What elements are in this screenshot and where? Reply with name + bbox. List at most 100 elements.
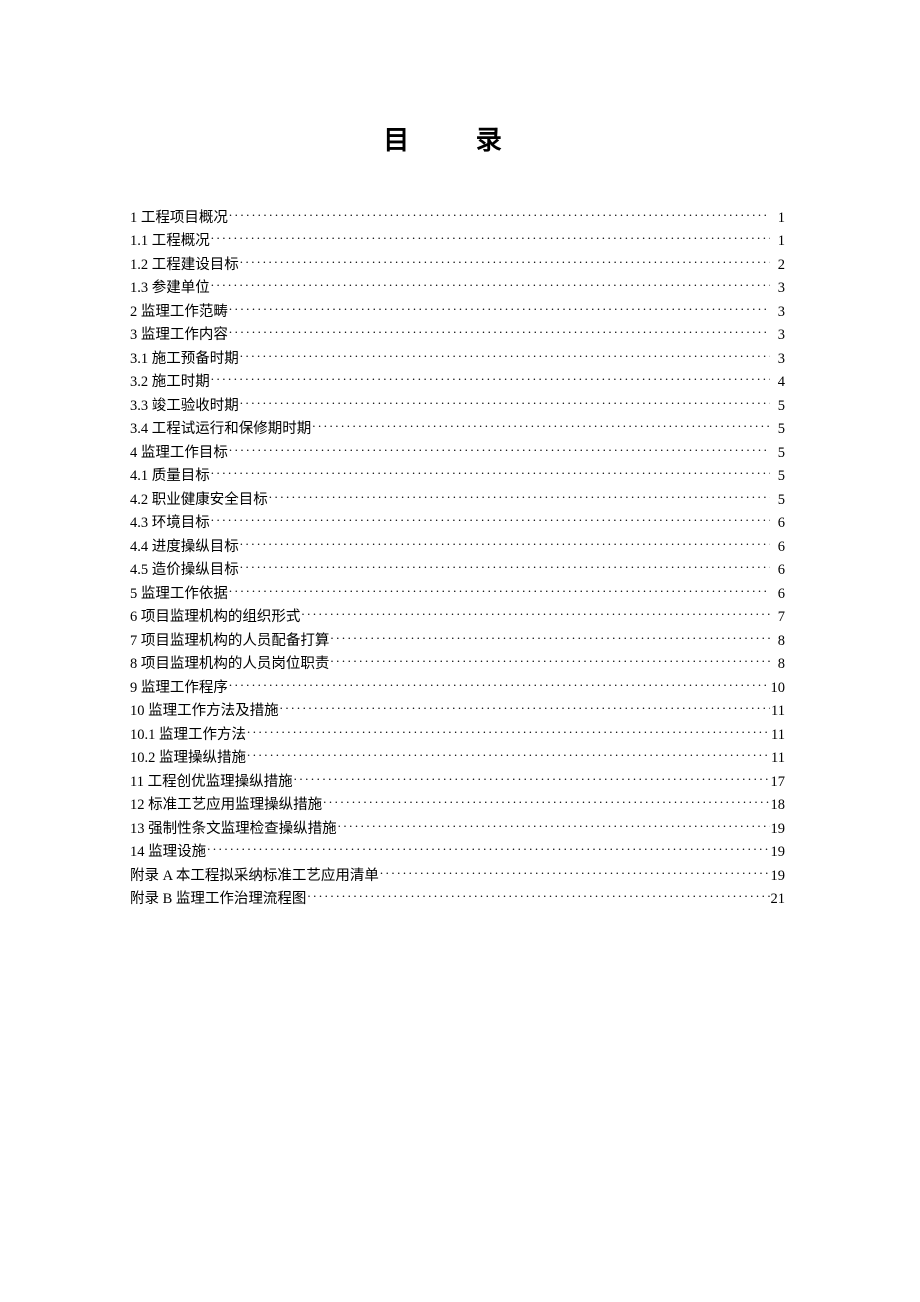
toc-entry-label: 6 项目监理机构的组织形式 — [130, 606, 300, 629]
toc-entry-page: 5 — [771, 465, 785, 488]
toc-leader-dots — [312, 419, 770, 434]
toc-entry-label: 1 工程项目概况 — [130, 207, 228, 230]
toc-entry-page: 8 — [771, 653, 785, 676]
toc-leader-dots — [280, 701, 770, 716]
toc-leader-dots — [211, 513, 770, 528]
toc-entry: 3.2 施工时期 4 — [130, 371, 785, 394]
toc-entry-label: 附录 A 本工程拟采纳标准工艺应用清单 — [130, 865, 379, 888]
toc-entry: 10.2 监理操纵措施 11 — [130, 747, 785, 770]
toc-entry-page: 19 — [771, 818, 786, 841]
toc-entry-label: 7 项目监理机构的人员配备打算 — [130, 630, 329, 653]
toc-entry-page: 6 — [771, 559, 785, 582]
toc-entry: 10 监理工作方法及措施 11 — [130, 700, 785, 723]
toc-entry: 14 监理设施19 — [130, 841, 785, 864]
toc-leader-dots — [229, 583, 770, 598]
toc-entry-label: 附录 B 监理工作治理流程图 — [130, 888, 306, 911]
toc-entry-label: 14 监理设施 — [130, 841, 206, 864]
toc-entry-label: 13 强制性条文监理检查操纵措施 — [130, 818, 337, 841]
toc-entry-label: 9 监理工作程序 — [130, 677, 228, 700]
toc-entry-page: 5 — [771, 418, 785, 441]
toc-leader-dots — [323, 795, 769, 810]
toc-leader-dots — [211, 372, 770, 387]
toc-entry: 5 监理工作依据6 — [130, 583, 785, 606]
toc-entry: 4.4 进度操纵目标6 — [130, 536, 785, 559]
toc-leader-dots — [247, 748, 770, 763]
toc-entry: 7 项目监理机构的人员配备打算 8 — [130, 630, 785, 653]
toc-entry-label: 11 工程创优监理操纵措施 — [130, 771, 293, 794]
toc-entry: 3.3 竣工验收时期5 — [130, 395, 785, 418]
toc-entry-page: 11 — [771, 747, 785, 770]
toc-leader-dots — [294, 771, 770, 786]
toc-entry-page: 4 — [771, 371, 785, 394]
toc-entry-page: 7 — [771, 606, 785, 629]
toc-entry-page: 10 — [771, 677, 786, 700]
document-title: 目 录 — [130, 120, 785, 157]
toc-leader-dots — [247, 724, 770, 739]
toc-entry-page: 8 — [771, 630, 785, 653]
toc-leader-dots — [207, 842, 769, 857]
toc-entry-label: 10.2 监理操纵措施 — [130, 747, 246, 770]
toc-leader-dots — [240, 348, 770, 363]
toc-entry-label: 3.2 施工时期 — [130, 371, 210, 394]
toc-leader-dots — [330, 630, 770, 645]
toc-leader-dots — [229, 442, 770, 457]
toc-entry-page: 3 — [771, 301, 785, 324]
toc-entry-page: 1 — [771, 230, 785, 253]
toc-entry-page: 3 — [771, 348, 785, 371]
toc-entry-page: 3 — [771, 324, 785, 347]
toc-entry: 12 标准工艺应用监理操纵措施 18 — [130, 794, 785, 817]
page-content: 目 录 1 工程项目概况11.1 工程概况11.2 工程建设目标21.3 参建单… — [0, 0, 920, 912]
toc-entry-page: 19 — [771, 865, 786, 888]
toc-entry: 3.4 工程试运行和保修期时期 5 — [130, 418, 785, 441]
toc-entry-label: 8 项目监理机构的人员岗位职责 — [130, 653, 329, 676]
toc-entry-page: 6 — [771, 512, 785, 535]
toc-leader-dots — [211, 278, 770, 293]
toc-entry-label: 4.1 质量目标 — [130, 465, 210, 488]
toc-leader-dots — [229, 208, 770, 223]
toc-entry-label: 3.1 施工预备时期 — [130, 348, 239, 371]
toc-entry-page: 21 — [771, 888, 786, 911]
toc-leader-dots — [229, 301, 770, 316]
toc-entry-page: 6 — [771, 536, 785, 559]
toc-entry: 10.1 监理工作方法11 — [130, 724, 785, 747]
toc-entry-page: 5 — [771, 395, 785, 418]
toc-entry: 1.1 工程概况1 — [130, 230, 785, 253]
toc-entry: 1.3 参建单位 3 — [130, 277, 785, 300]
toc-entry-page: 18 — [771, 794, 786, 817]
toc-leader-dots — [229, 677, 770, 692]
table-of-contents: 1 工程项目概况11.1 工程概况11.2 工程建设目标21.3 参建单位32 … — [130, 207, 785, 912]
toc-entry-label: 2 监理工作范畴 — [130, 301, 228, 324]
toc-leader-dots — [240, 536, 770, 551]
toc-leader-dots — [330, 654, 770, 669]
toc-entry-page: 3 — [771, 277, 785, 300]
toc-entry-label: 4 监理工作目标 — [130, 442, 228, 465]
toc-entry-page: 1 — [771, 207, 785, 230]
toc-entry-label: 4.2 职业健康安全目标 — [130, 489, 268, 512]
toc-leader-dots — [269, 489, 770, 504]
toc-entry-label: 1.3 参建单位 — [130, 277, 210, 300]
toc-leader-dots — [240, 560, 770, 575]
toc-entry-page: 11 — [771, 700, 785, 723]
toc-leader-dots — [307, 889, 769, 904]
toc-entry: 8 项目监理机构的人员岗位职责 8 — [130, 653, 785, 676]
toc-entry-label: 3.4 工程试运行和保修期时期 — [130, 418, 311, 441]
toc-entry-label: 12 标准工艺应用监理操纵措施 — [130, 794, 322, 817]
toc-entry: 4 监理工作目标5 — [130, 442, 785, 465]
toc-entry: 4.2 职业健康安全目标 5 — [130, 489, 785, 512]
toc-entry-label: 10 监理工作方法及措施 — [130, 700, 279, 723]
toc-entry-label: 5 监理工作依据 — [130, 583, 228, 606]
toc-leader-dots — [229, 325, 770, 340]
toc-entry: 9 监理工作程序 10 — [130, 677, 785, 700]
toc-entry-page: 5 — [771, 489, 785, 512]
toc-entry: 6 项目监理机构的组织形式 7 — [130, 606, 785, 629]
toc-leader-dots — [211, 231, 770, 246]
toc-entry: 11 工程创优监理操纵措施17 — [130, 771, 785, 794]
toc-entry-label: 4.3 环境目标 — [130, 512, 210, 535]
toc-entry-page: 11 — [771, 724, 785, 747]
toc-entry-label: 3 监理工作内容 — [130, 324, 228, 347]
toc-entry-label: 1.2 工程建设目标 — [130, 254, 239, 277]
toc-leader-dots — [240, 254, 770, 269]
toc-entry: 1 工程项目概况 1 — [130, 207, 785, 230]
toc-entry: 4.5 造价操纵目标6 — [130, 559, 785, 582]
toc-entry: 附录 B 监理工作治理流程图 21 — [130, 888, 785, 911]
